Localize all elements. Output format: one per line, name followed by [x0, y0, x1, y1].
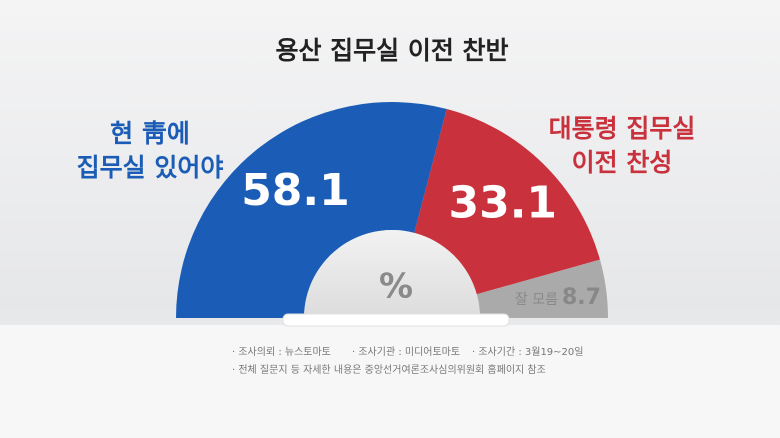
category-label: 대통령 집무실	[549, 114, 696, 143]
footnote: · 조사기간 : 3월19~20일	[472, 346, 583, 358]
slice	[414, 109, 600, 295]
center-dome	[304, 230, 480, 318]
footnote: · 조사의뢰 : 뉴스토마토	[232, 346, 331, 358]
slice	[176, 102, 447, 318]
footnote: · 전체 질문지 등 자세한 내용은 중앙선거여론조사심의위원회 홈페이지 참조	[232, 363, 546, 376]
category-label: 현 靑에	[110, 119, 190, 148]
category-label: 이전 찬성	[572, 148, 673, 177]
category-label: 잘 모름	[515, 292, 558, 308]
value-label: 8.7	[562, 285, 601, 310]
value-label: 33.1	[448, 177, 557, 228]
floor	[0, 325, 780, 438]
value-label: 58.1	[241, 165, 350, 216]
chart-title: 용산 집무실 이전 찬반	[275, 36, 508, 65]
category-label: 집무실 있어야	[77, 153, 224, 182]
footnote: · 조사기관 : 미디어토마토	[352, 346, 460, 358]
slice	[476, 259, 608, 318]
pedestal	[282, 313, 510, 327]
notes: · 조사의뢰 : 뉴스토마토 · 조사기관 : 미디어토마토 · 조사기간 : 3월…	[232, 346, 583, 376]
unit-label: %	[379, 267, 413, 307]
slices	[176, 102, 608, 318]
